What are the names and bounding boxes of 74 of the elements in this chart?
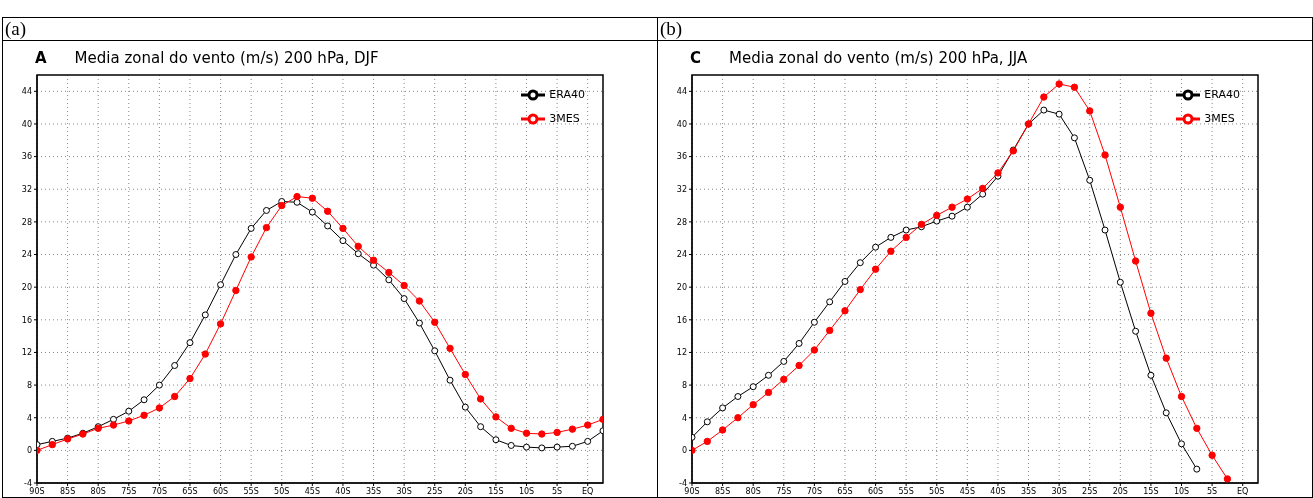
y-tick-label: 12 [21,348,32,358]
y-tick-label: -4 [679,478,687,488]
y-tick-label: 16 [21,315,32,325]
x-tick-label: 50S [929,486,945,496]
legend-label: 3MES [549,112,580,125]
y-tick-label: -4 [24,478,32,488]
x-tick-label: 55S [243,486,259,496]
x-tick-label: 10S [518,486,535,496]
y-tick-label: 40 [676,119,687,129]
x-tick-label: 55S [898,486,914,496]
x-tick-label: 75S [776,486,792,496]
y-tick-label: 32 [21,185,32,195]
x-tick-label: 20S [1112,486,1128,496]
y-tick-label: 28 [21,217,32,227]
legend-label: ERA40 [1204,88,1240,101]
x-tick-label: 60S [212,486,229,496]
x-tick-label: 35S [1020,486,1037,496]
legend-label: ERA40 [549,88,585,101]
y-tick-label: 8 [681,380,687,390]
x-tick-label: 65S [837,486,853,496]
x-tick-label: 70S [151,486,168,496]
x-tick-label: 25S [427,486,443,496]
x-tick-label: 70S [806,486,823,496]
x-tick-label: EQ [1237,486,1249,496]
y-tick-label: 44 [21,87,32,97]
x-tick-label: 85S [714,486,731,496]
x-tick-label: 75S [121,486,137,496]
y-tick-label: 16 [676,315,687,325]
x-tick-label: 25S [1082,486,1098,496]
y-tick-label: 24 [21,250,32,260]
y-tick-label: 20 [676,283,687,292]
y-tick-label: 0 [681,446,687,456]
x-tick-label: 5S [552,486,563,496]
y-tick-label: 4 [681,413,687,423]
text: (b) [658,18,1312,41]
x-tick-label: 60S [867,486,884,496]
y-tick-label: 28 [676,217,687,227]
x-tick-label: 30S [1051,486,1067,496]
x-tick-label: 80S [745,486,761,496]
x-tick-label: 90S [29,486,45,496]
x-tick-label: 20S [457,486,473,496]
y-tick-label: 4 [26,413,32,423]
x-tick-label: 10S [1173,486,1190,496]
x-tick-label: 80S [90,486,106,496]
y-tick-label: 12 [676,348,687,358]
y-tick-label: 24 [676,250,687,260]
x-tick-label: 45S [959,486,975,496]
x-tick-label: 65S [182,486,198,496]
y-tick-label: 32 [676,185,687,195]
y-tick-label: 36 [21,152,32,162]
x-tick-label: 90S [684,486,700,496]
x-tick-label: 40S [335,486,351,496]
chart-title: Media zonal do vento (m/s) 200 hPa, JJA [729,49,1028,67]
x-tick-label: 15S [488,486,504,496]
y-tick-label: 44 [676,87,687,97]
y-tick-label: 0 [26,446,32,456]
x-tick-label: 30S [396,486,412,496]
legend-label: 3MES [1204,112,1235,125]
text: (a) [3,18,657,41]
x-tick-label: EQ [582,486,594,496]
x-tick-label: 5S [1207,486,1218,496]
y-tick-label: 8 [26,380,32,390]
x-tick-label: 15S [1143,486,1159,496]
chart-title: Media zonal do vento (m/s) 200 hPa, DJF [74,49,379,67]
x-tick-label: 85S [59,486,76,496]
text: A [35,49,47,67]
y-tick-label: 36 [676,152,687,162]
x-tick-label: 45S [304,486,320,496]
y-tick-label: 20 [21,283,32,292]
y-tick-label: 40 [21,119,32,129]
x-tick-label: 40S [990,486,1006,496]
text: C [690,49,702,67]
x-tick-label: 35S [365,486,382,496]
x-tick-label: 50S [274,486,290,496]
